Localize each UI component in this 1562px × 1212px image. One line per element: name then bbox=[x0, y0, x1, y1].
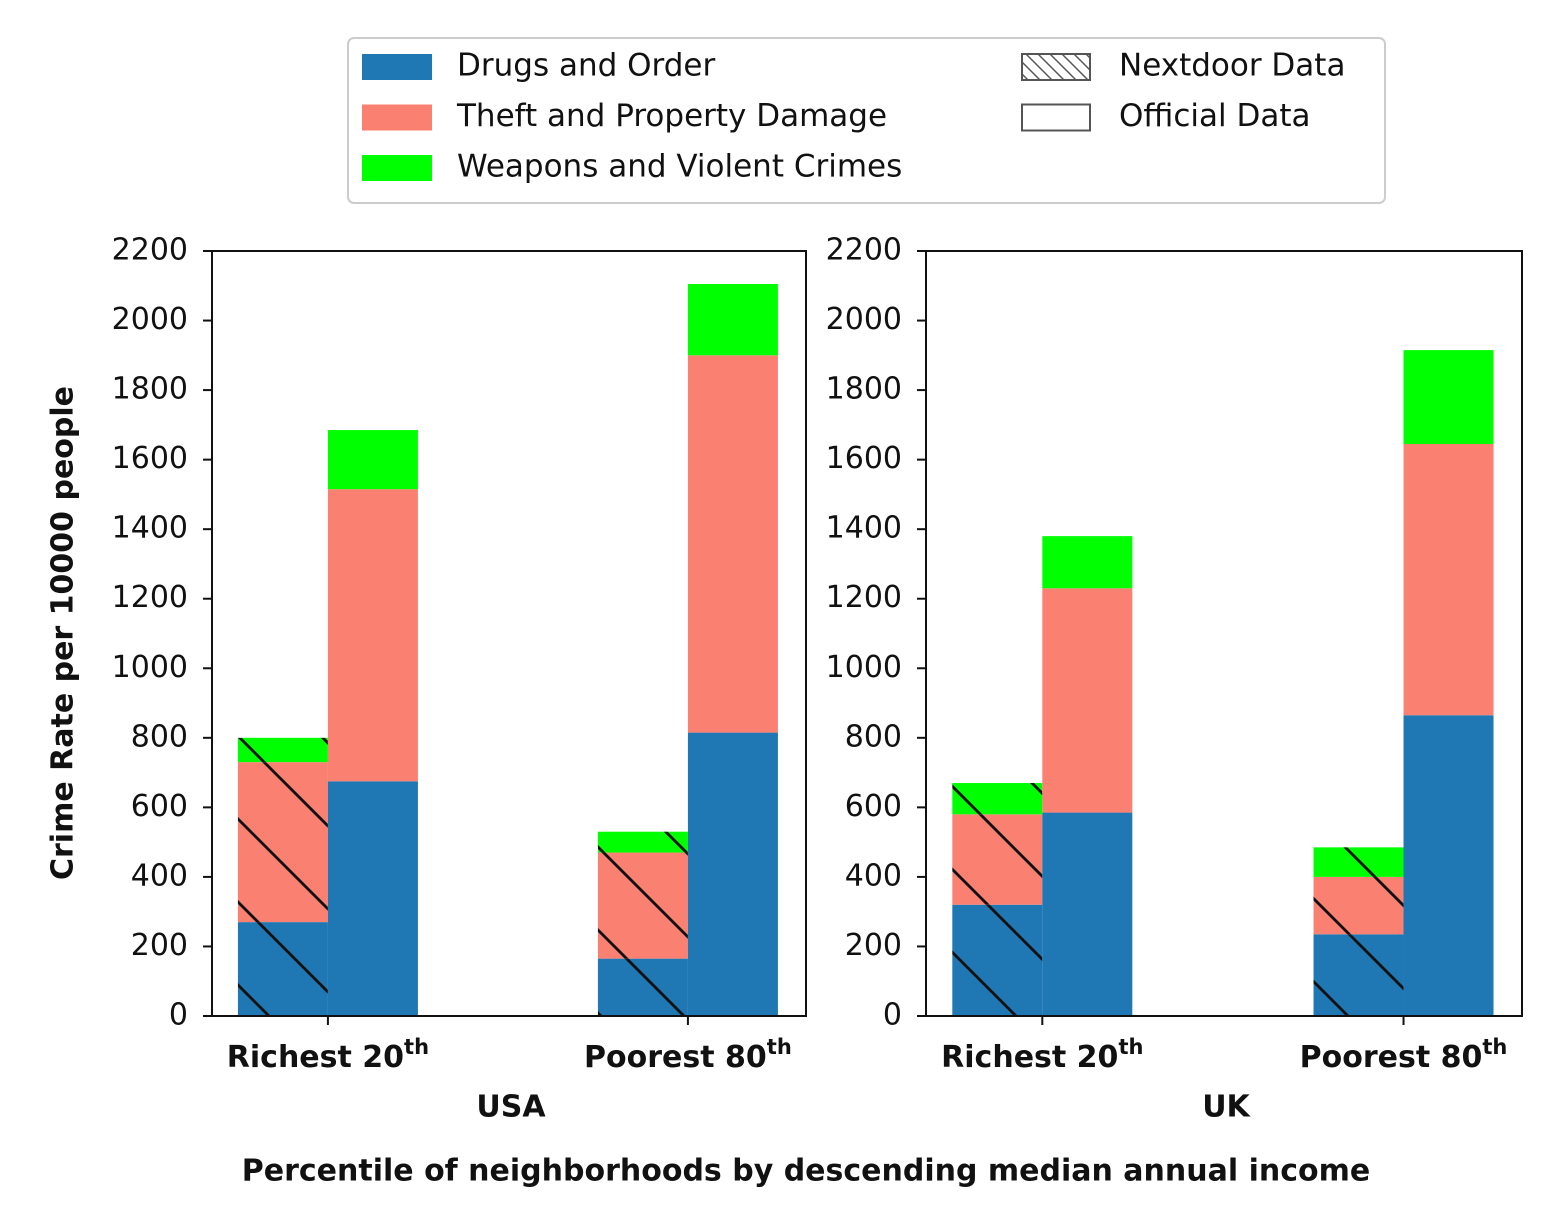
y-tick-label: 400 bbox=[845, 858, 902, 893]
bar-segment bbox=[597, 852, 688, 959]
bar-segment bbox=[237, 762, 328, 923]
bar-segment bbox=[1042, 588, 1133, 813]
x-tick-label: Richest 20th bbox=[941, 1035, 1143, 1075]
legend-swatch bbox=[362, 104, 432, 131]
bar-segment bbox=[1403, 715, 1494, 1016]
legend-label: Weapons and Violent Crimes bbox=[457, 149, 902, 185]
legend-label: Drugs and Order bbox=[457, 48, 715, 84]
legend-box bbox=[347, 37, 1386, 204]
y-tick-label: 800 bbox=[845, 719, 902, 754]
y-tick-label: 0 bbox=[883, 998, 902, 1033]
y-axis-label: Crime Rate per 10000 people bbox=[46, 386, 81, 880]
legend-label: Official Data bbox=[1119, 98, 1311, 134]
y-tick-label: 800 bbox=[131, 719, 188, 754]
x-axis-label: Percentile of neighborhoods by descendin… bbox=[242, 1154, 1371, 1189]
y-tick-label: 1400 bbox=[826, 511, 902, 546]
bar-segment bbox=[1403, 443, 1494, 716]
y-tick-label: 1000 bbox=[826, 650, 902, 685]
y-tick-label: 1600 bbox=[826, 441, 902, 476]
bar-segment bbox=[952, 783, 1043, 815]
bar-segment bbox=[327, 430, 418, 490]
bar-segment bbox=[1042, 536, 1133, 589]
bar-segment bbox=[1042, 812, 1133, 1016]
bar-segment bbox=[327, 781, 418, 1016]
bar-segment bbox=[687, 355, 778, 733]
y-tick-label: 200 bbox=[845, 928, 902, 963]
subplot-title: UK bbox=[1202, 1090, 1251, 1125]
legend-swatch bbox=[1021, 53, 1091, 81]
legend-label: Theft and Property Damage bbox=[456, 98, 887, 134]
y-tick-label: 600 bbox=[845, 789, 902, 824]
bar-segment bbox=[952, 814, 1043, 905]
legend-swatch bbox=[1021, 103, 1091, 132]
bar-segment bbox=[597, 831, 688, 853]
bar-segment bbox=[1313, 847, 1404, 877]
bar-segment bbox=[597, 958, 688, 1016]
plot-frame bbox=[925, 250, 1523, 1017]
x-tick-label: Poorest 80th bbox=[1300, 1035, 1508, 1075]
bar-segment bbox=[1313, 876, 1404, 935]
bar-segment bbox=[687, 732, 778, 1016]
bar-segment bbox=[1403, 350, 1494, 444]
y-tick-label: 2200 bbox=[112, 233, 188, 268]
legend-swatch bbox=[362, 54, 432, 80]
y-tick-label: 1800 bbox=[826, 372, 902, 407]
bar-segment bbox=[687, 284, 778, 356]
y-tick-label: 2000 bbox=[826, 302, 902, 337]
subplot-title: USA bbox=[476, 1090, 546, 1125]
legend-swatch bbox=[362, 155, 432, 181]
x-tick-label: Poorest 80th bbox=[584, 1035, 792, 1075]
bar-segment bbox=[952, 904, 1043, 1016]
y-tick-label: 2000 bbox=[112, 302, 188, 337]
bar-segment bbox=[237, 922, 328, 1016]
legend-label: Nextdoor Data bbox=[1119, 48, 1345, 84]
bar-segment bbox=[237, 737, 328, 763]
y-tick-label: 1000 bbox=[112, 650, 188, 685]
y-tick-label: 1800 bbox=[112, 372, 188, 407]
y-tick-label: 2200 bbox=[826, 233, 902, 268]
x-tick-label: Richest 20th bbox=[227, 1035, 429, 1075]
y-tick-label: 600 bbox=[131, 789, 188, 824]
y-tick-label: 1600 bbox=[112, 441, 188, 476]
y-tick-label: 1200 bbox=[826, 580, 902, 615]
bar-segment bbox=[1313, 934, 1404, 1016]
y-tick-label: 1400 bbox=[112, 511, 188, 546]
y-tick-label: 0 bbox=[169, 998, 188, 1033]
bar-segment bbox=[327, 489, 418, 782]
y-tick-label: 1200 bbox=[112, 580, 188, 615]
plot-frame bbox=[211, 250, 807, 1017]
y-tick-label: 200 bbox=[131, 928, 188, 963]
y-tick-label: 400 bbox=[131, 858, 188, 893]
